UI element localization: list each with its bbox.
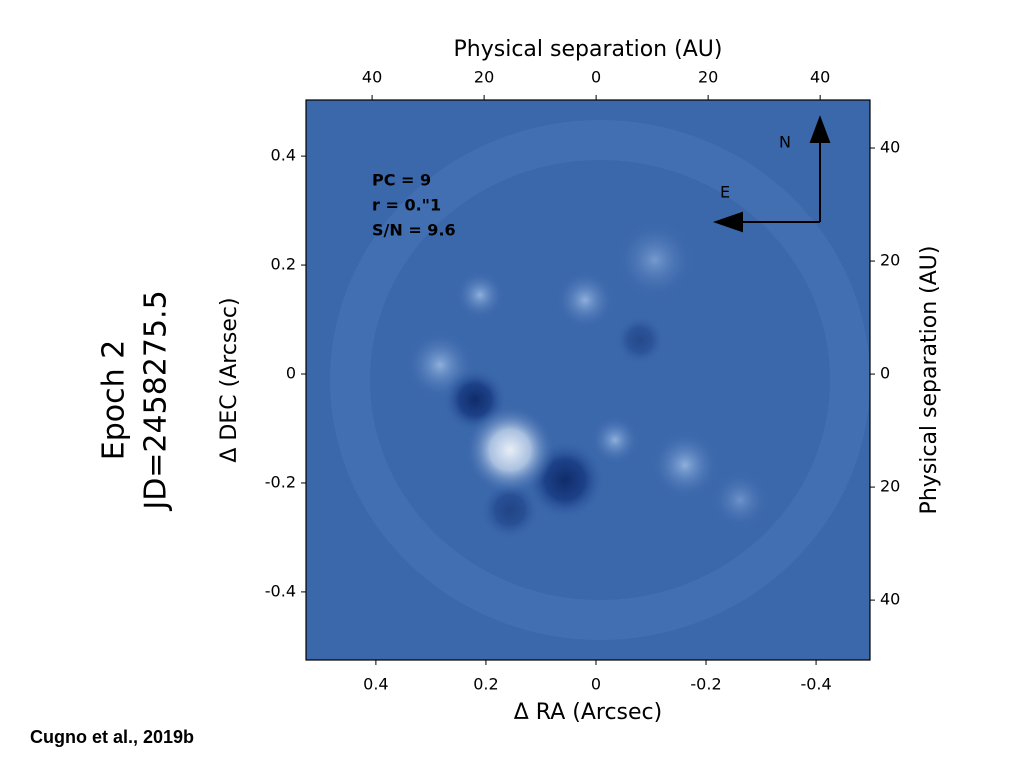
y-tick-label: 0	[286, 364, 296, 383]
x-axis-label: Δ RA (Arcsec)	[514, 700, 662, 725]
y2-tick-label: 40	[880, 590, 900, 609]
y2-tick-label: 20	[880, 251, 900, 270]
x-tick-label: 0.2	[473, 675, 498, 694]
side-label: JD=2458275.5	[139, 290, 174, 511]
x-tick-label: 0.4	[363, 675, 388, 694]
x2-tick-label: 40	[810, 68, 830, 87]
x2-tick-label: 20	[474, 68, 494, 87]
annotation: r = 0."1	[372, 196, 441, 215]
y2-tick-label: 0	[880, 364, 890, 383]
x2-tick-label: 20	[698, 68, 718, 87]
y-axis-label: Δ DEC (Arcsec)	[217, 297, 242, 462]
x2-axis-label: Physical separation (AU)	[454, 37, 723, 62]
plot-frame	[305, 99, 871, 661]
annotation: S/N = 9.6	[372, 221, 456, 240]
y-tick-label: -0.4	[265, 581, 296, 600]
residual-image	[306, 100, 870, 660]
compass-north: N	[779, 133, 791, 152]
side-label: Epoch 2	[97, 340, 132, 460]
annotation: PC = 9	[372, 171, 431, 190]
citation: Cugno et al., 2019b	[30, 727, 194, 747]
y2-tick-label: 20	[880, 477, 900, 496]
y-tick-label: 0.4	[271, 146, 296, 165]
y2-axis-label: Physical separation (AU)	[917, 246, 942, 515]
x-tick-label: -0.2	[690, 675, 721, 694]
y-tick-label: 0.2	[271, 255, 296, 274]
y-tick-label: -0.2	[265, 472, 296, 491]
x2-tick-label: 40	[362, 68, 382, 87]
compass	[712, 115, 831, 233]
x-tick-label: 0	[591, 675, 601, 694]
y2-tick-label: 40	[880, 138, 900, 157]
x-tick-label: -0.4	[800, 675, 831, 694]
compass-east: E	[720, 183, 730, 202]
x2-tick-label: 0	[591, 68, 601, 87]
